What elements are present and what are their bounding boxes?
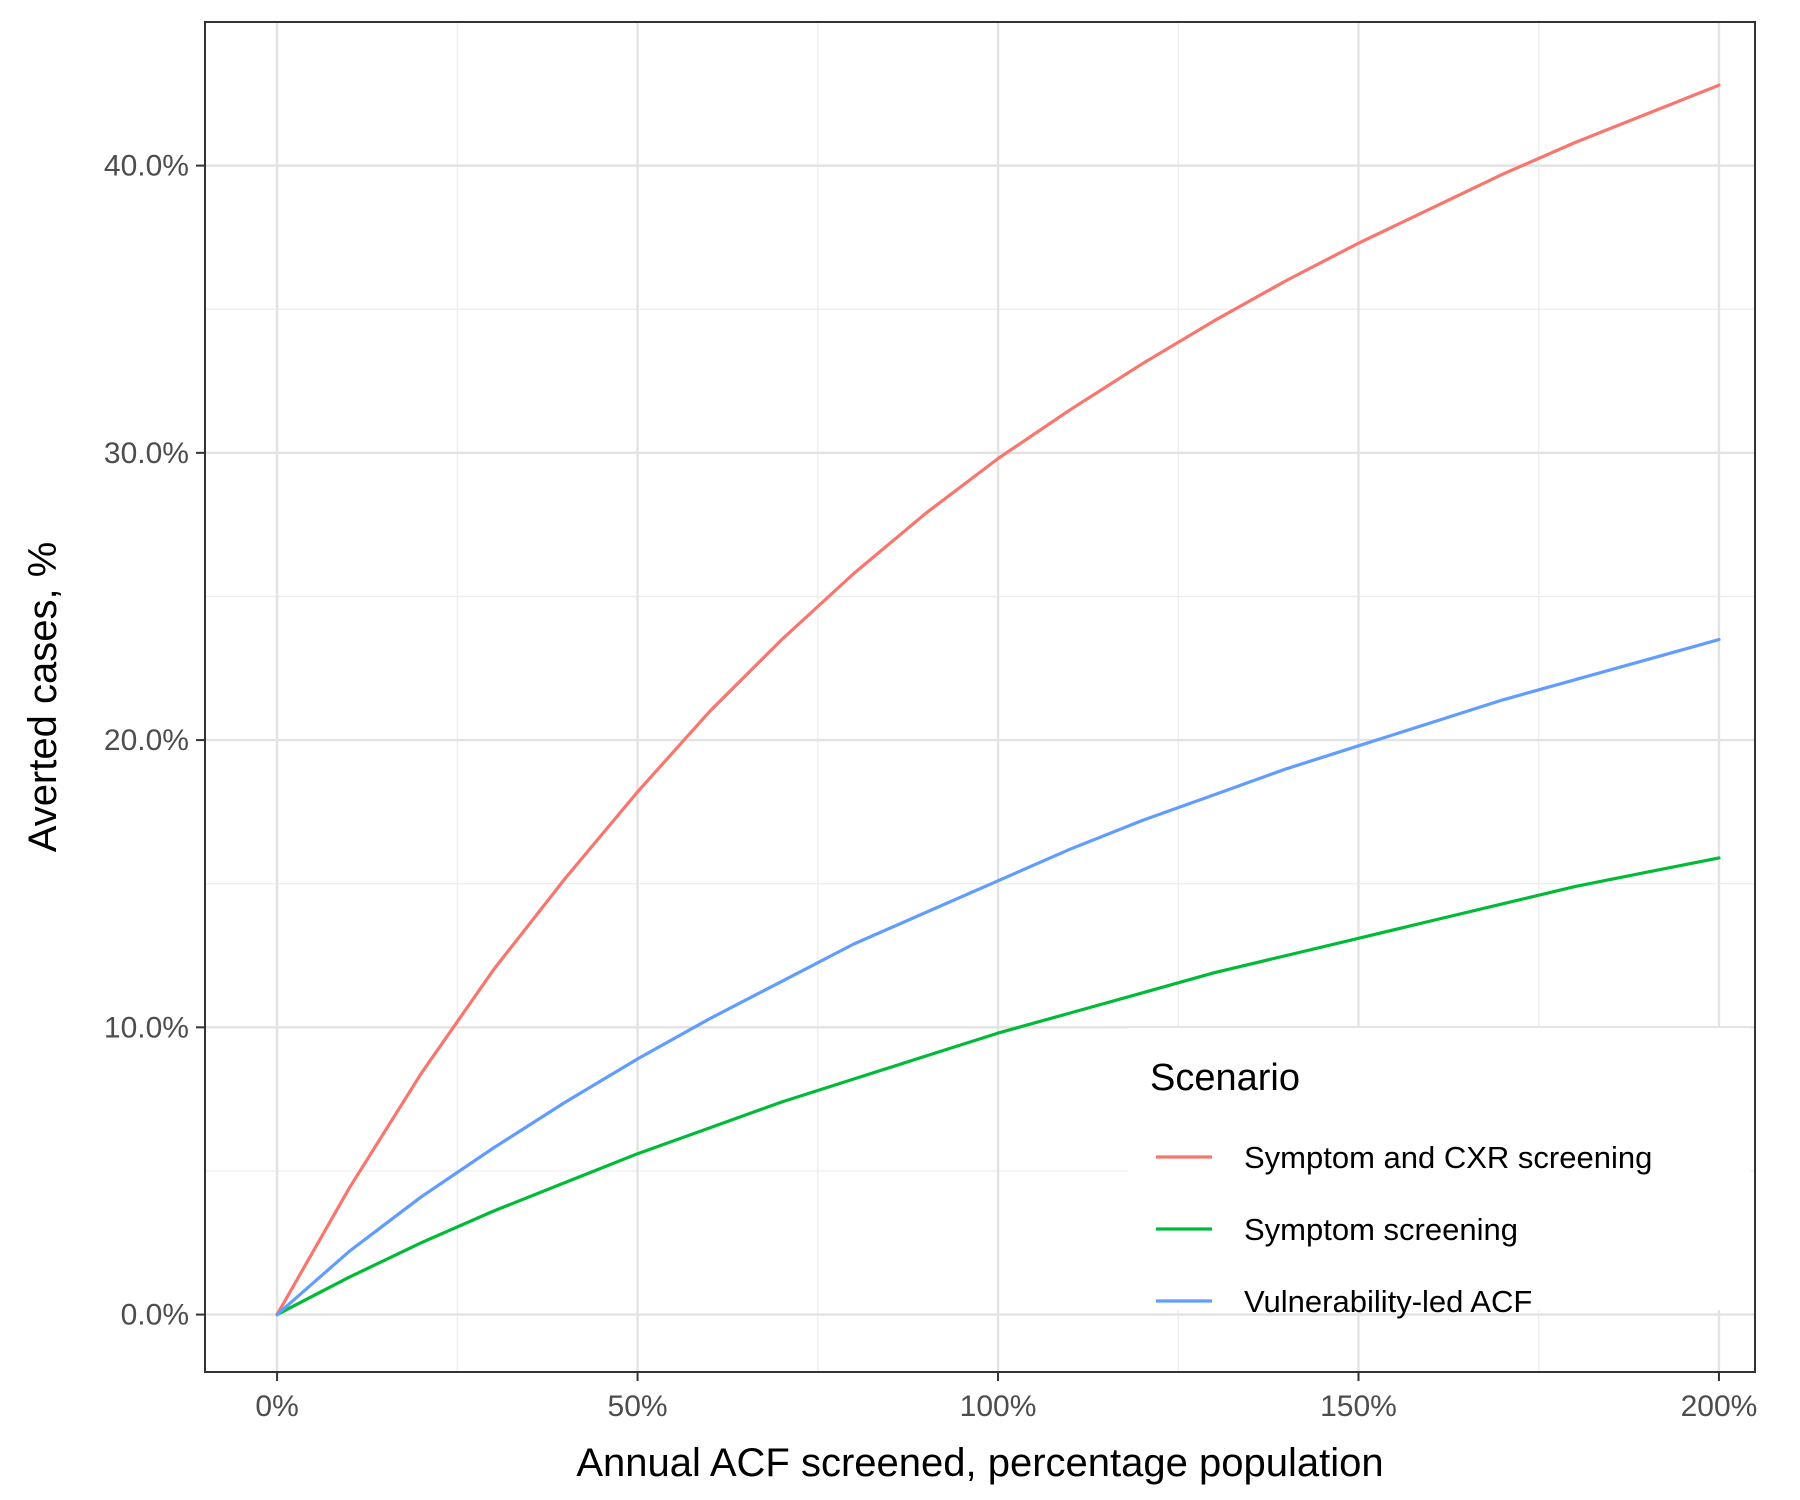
series-line — [275, 83, 1721, 1317]
x-tick-label: 0% — [255, 1390, 298, 1423]
panel-border — [204, 21, 1756, 1373]
y-tick-label: 0.0% — [121, 1299, 189, 1332]
x-tick-label: 150% — [1320, 1390, 1397, 1423]
x-tick-label: 100% — [960, 1390, 1037, 1423]
legend-items: Symptom and CXR screening Symptom screeni… — [1156, 1140, 1652, 1319]
x-axis: 0% 50% 100% 150% 200% — [255, 1372, 1757, 1423]
legend: Scenario Symptom and CXR screeningSympto… — [1128, 1028, 1750, 1319]
x-tick-label: 200% — [1681, 1390, 1758, 1423]
minor-gridlines — [205, 22, 1755, 1372]
legend-label: Symptom and CXR screening — [1244, 1140, 1652, 1175]
x-tick-label: 50% — [608, 1390, 668, 1423]
y-axis: 0.0% 10.0% 20.0% 30.0% 40.0% — [104, 150, 205, 1332]
x-axis-title: Annual ACF screened, percentage populati… — [576, 1441, 1383, 1485]
legend-label: Symptom screening — [1244, 1212, 1518, 1247]
series-lines — [275, 83, 1721, 1317]
legend-title: Scenario — [1150, 1057, 1300, 1099]
y-tick-label: 40.0% — [104, 150, 189, 183]
legend-background — [1128, 1028, 1750, 1310]
series-line — [275, 856, 1721, 1317]
major-gridlines — [205, 22, 1755, 1372]
y-tick-label: 10.0% — [104, 1011, 189, 1044]
legend-label: Vulnerability-led ACF — [1244, 1284, 1532, 1319]
y-tick-label: 30.0% — [104, 437, 189, 470]
y-axis-title: Averted cases, % — [21, 542, 65, 853]
y-tick-label: 20.0% — [104, 724, 189, 757]
series-line — [275, 638, 1721, 1317]
